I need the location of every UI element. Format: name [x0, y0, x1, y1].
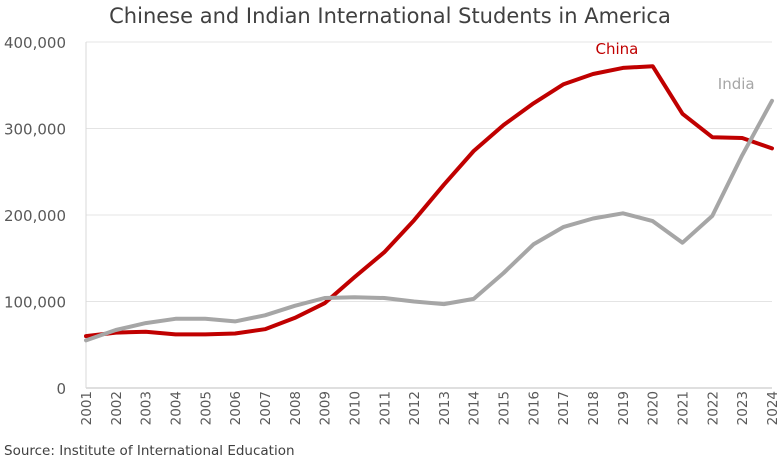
y-tick-label: 100,000 [4, 294, 66, 312]
y-axis-ticks: 0 100,000 200,000 300,000 400,000 [4, 34, 66, 398]
series-line-india [84, 98, 774, 343]
x-tick-label: 2015 [497, 391, 513, 425]
y-tick-label: 200,000 [4, 207, 66, 225]
x-tick-label: 2011 [377, 391, 393, 425]
series-labels: China India [595, 40, 754, 93]
y-tick-label: 0 [56, 380, 66, 398]
y-tick-label: 400,000 [4, 34, 66, 52]
x-tick-label: 2017 [556, 391, 572, 425]
x-tick-label: 2023 [735, 391, 751, 425]
x-tick-label: 2004 [168, 391, 184, 425]
source-note: Source: Institute of International Educa… [4, 443, 295, 459]
chart-title: Chinese and Indian International Student… [109, 4, 671, 28]
x-tick-label: 2001 [79, 391, 95, 425]
series-line-china [84, 64, 774, 339]
x-tick-label: 2014 [467, 391, 483, 425]
x-tick-label: 2022 [705, 391, 721, 425]
series-label-china: China [595, 40, 638, 58]
x-tick-label: 2019 [616, 391, 632, 425]
x-tick-label: 2016 [526, 391, 542, 425]
x-tick-label: 2013 [437, 391, 453, 425]
series-label-india: India [718, 75, 755, 93]
x-tick-label: 2009 [318, 391, 334, 425]
x-tick-label: 2021 [676, 391, 692, 425]
x-tick-label: 2024 [765, 391, 780, 425]
x-tick-label: 2012 [407, 391, 423, 425]
x-tick-label: 2003 [139, 391, 155, 425]
x-axis-ticks: 2001 2002 2003 2004 2005 2006 2007 2008 2009 2010… [79, 391, 780, 425]
x-tick-label: 2008 [288, 391, 304, 425]
x-tick-label: 2006 [228, 391, 244, 425]
y-tick-label: 300,000 [4, 121, 66, 139]
x-tick-label: 2020 [646, 391, 662, 425]
grid-lines [86, 41, 772, 302]
x-tick-label: 2010 [347, 391, 363, 425]
x-tick-label: 2005 [198, 391, 214, 425]
series-lines [84, 64, 774, 343]
x-tick-label: 2002 [109, 391, 125, 425]
x-tick-label: 2007 [258, 391, 274, 425]
x-tick-label: 2018 [586, 391, 602, 425]
